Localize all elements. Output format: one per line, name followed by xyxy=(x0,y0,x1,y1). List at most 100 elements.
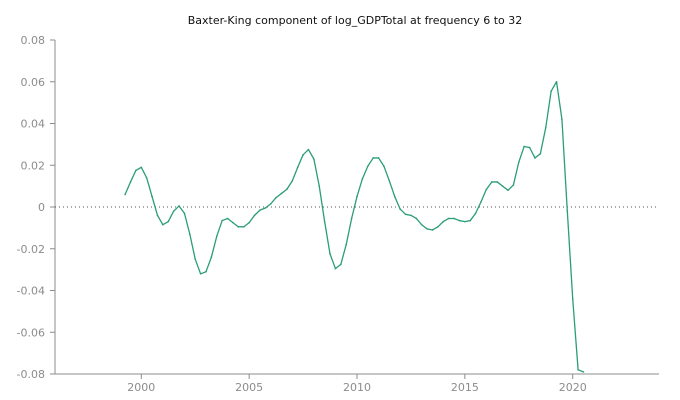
data-point xyxy=(577,369,579,371)
y-tick-label: 0.08 xyxy=(21,34,46,47)
y-axis: -0.08 -0.06 -0.04 -0.02 0 0.02 0.04 0.06 0.08 xyxy=(17,34,56,381)
data-point xyxy=(561,118,563,121)
data-point xyxy=(566,210,569,212)
chart-title: Baxter-King component of log_GDPTotal at… xyxy=(188,14,523,27)
data-point xyxy=(124,193,126,196)
data-point xyxy=(507,189,509,192)
data-point xyxy=(172,210,175,212)
y-tick-label: 0.06 xyxy=(21,76,46,89)
y-tick-label: 0.02 xyxy=(21,159,46,172)
data-point xyxy=(383,165,385,168)
data-point xyxy=(291,180,294,182)
data-point xyxy=(313,158,315,160)
data-point xyxy=(491,181,493,183)
data-point xyxy=(388,180,391,182)
data-point xyxy=(361,178,364,180)
data-point xyxy=(189,233,191,235)
data-point xyxy=(404,213,407,216)
data-point xyxy=(259,209,261,211)
data-point xyxy=(199,273,202,275)
data-point xyxy=(399,208,401,210)
data-point xyxy=(145,176,148,179)
data-point xyxy=(242,226,245,228)
data-point xyxy=(280,192,283,195)
data-point xyxy=(480,200,482,203)
data-point xyxy=(156,214,159,217)
y-tick-label: -0.02 xyxy=(17,243,45,256)
y-tick-label: -0.04 xyxy=(17,285,45,298)
data-point xyxy=(334,267,337,270)
data-point xyxy=(350,217,353,220)
data-points xyxy=(124,80,585,373)
data-point xyxy=(329,253,331,255)
y-tick-label: -0.06 xyxy=(17,326,45,339)
data-point xyxy=(447,217,450,220)
data-point xyxy=(345,243,348,246)
data-point xyxy=(162,223,164,226)
x-tick-label: 2015 xyxy=(451,381,479,394)
data-point xyxy=(571,298,574,300)
data-point xyxy=(582,371,585,373)
data-point xyxy=(469,219,472,222)
data-point xyxy=(539,152,542,155)
data-point xyxy=(194,258,197,260)
data-point xyxy=(237,226,240,228)
data-point xyxy=(205,270,207,273)
data-point xyxy=(517,161,520,163)
data-point xyxy=(550,90,552,92)
data-point xyxy=(226,217,229,220)
data-point xyxy=(286,188,288,191)
data-point xyxy=(372,157,374,159)
data-point xyxy=(458,219,461,222)
data-point xyxy=(129,181,132,183)
x-tick-label: 2020 xyxy=(559,381,587,394)
data-point xyxy=(528,146,531,149)
data-point xyxy=(555,80,558,83)
data-point xyxy=(178,205,180,207)
data-point xyxy=(393,195,396,198)
data-point xyxy=(135,169,137,172)
data-point xyxy=(442,220,445,223)
data-point xyxy=(248,221,250,224)
data-point xyxy=(356,195,358,198)
y-tick-label: 0 xyxy=(38,201,45,214)
data-point xyxy=(151,195,153,198)
x-axis: 2000 2005 2010 2015 2020 xyxy=(55,373,659,394)
y-tick-label: 0.04 xyxy=(21,118,46,131)
x-tick-label: 2000 xyxy=(127,381,155,394)
data-point xyxy=(296,166,299,169)
data-point xyxy=(167,220,170,223)
y-tick-label: -0.08 xyxy=(17,368,45,381)
data-point xyxy=(323,220,326,223)
data-point xyxy=(410,214,412,217)
data-point xyxy=(474,212,477,215)
data-point xyxy=(340,263,342,266)
data-point xyxy=(302,154,304,156)
data-point xyxy=(264,207,267,209)
data-point xyxy=(275,196,277,199)
data-point xyxy=(232,221,234,224)
data-point xyxy=(437,226,439,228)
data-point xyxy=(485,188,488,191)
data-point xyxy=(523,145,525,148)
data-point xyxy=(464,220,466,223)
data-point xyxy=(366,165,369,168)
data-point xyxy=(512,184,515,186)
data-point xyxy=(215,235,218,238)
x-tick-label: 2010 xyxy=(343,381,371,394)
data-point xyxy=(501,185,504,187)
data-point xyxy=(420,223,423,226)
data-point xyxy=(415,217,418,220)
series-line xyxy=(124,81,584,373)
data-point xyxy=(544,126,547,129)
data-point xyxy=(534,157,536,159)
data-point xyxy=(210,256,213,258)
data-point xyxy=(377,157,380,159)
data-point xyxy=(496,181,499,183)
data-point xyxy=(307,148,310,151)
x-tick-label: 2005 xyxy=(235,381,263,394)
data-point xyxy=(453,217,455,220)
data-point xyxy=(183,212,186,215)
data-point xyxy=(253,214,256,217)
